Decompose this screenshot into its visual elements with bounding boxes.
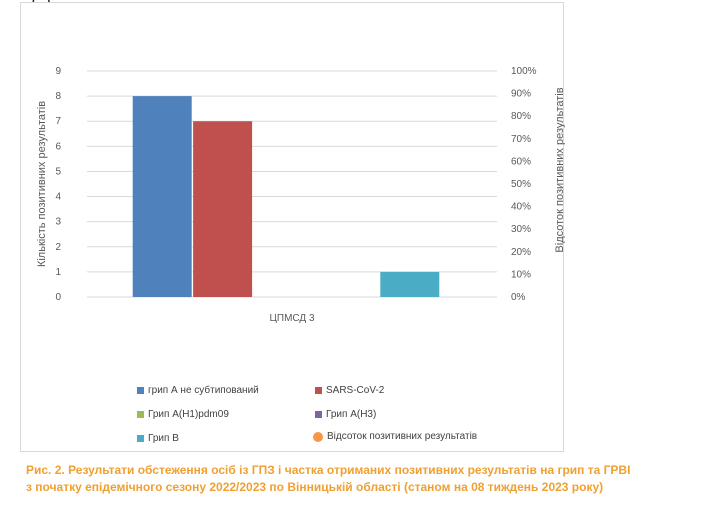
y2-tick-label: 0% bbox=[511, 292, 526, 303]
legend-item-flu-h1pdm09: Грип A(H1)pdm09 bbox=[137, 409, 229, 420]
bar-0 bbox=[132, 96, 192, 297]
y2-tick-label: 100% bbox=[511, 66, 537, 77]
y-tick-label: 0 bbox=[55, 292, 61, 303]
bar-1 bbox=[193, 121, 253, 297]
legend-swatch bbox=[137, 435, 144, 442]
caption-line-1: Рис. 2. Результати обстеження осіб із ГП… bbox=[26, 463, 631, 477]
y2-tick-label: 80% bbox=[511, 111, 531, 122]
legend-label: Грип A(H3) bbox=[326, 409, 377, 420]
bar-4 bbox=[380, 271, 440, 297]
y-tick-label: 4 bbox=[55, 192, 61, 203]
y2-tick-label: 40% bbox=[511, 202, 531, 213]
y-tick-label: 5 bbox=[55, 166, 61, 177]
y2-tick-label: 20% bbox=[511, 247, 531, 258]
legend-swatch bbox=[137, 387, 144, 394]
y2-axis-title: Відсоток позитивних результатів bbox=[554, 87, 565, 252]
legend-item-flu-b: Грип B bbox=[137, 433, 179, 444]
legend-label: грип А не субтипований bbox=[148, 385, 259, 396]
y2-tick-label: 90% bbox=[511, 89, 531, 100]
legend-item-sars-cov-2: SARS-CoV-2 bbox=[315, 385, 384, 396]
legend-label: Грип B bbox=[148, 433, 179, 444]
x-category-label: ЦПМСД 3 bbox=[269, 313, 314, 324]
legend-swatch bbox=[315, 387, 322, 394]
y2-tick-label: 50% bbox=[511, 179, 531, 190]
legend-label: Грип A(H1)pdm09 bbox=[148, 409, 229, 420]
y-tick-label: 8 bbox=[55, 91, 61, 102]
figure-caption: Рис. 2. Результати обстеження осіб із ГП… bbox=[26, 462, 706, 496]
y-tick-label: 1 bbox=[55, 267, 61, 278]
legend-item-positive-percent: Відсоток позитивних результатів bbox=[313, 431, 477, 442]
legend-swatch bbox=[315, 411, 322, 418]
caption-line-2: з початку епідемічного сезону 2022/2023 … bbox=[26, 480, 604, 494]
legend-label: SARS-CoV-2 bbox=[326, 385, 385, 396]
chart-frame: 0 1 2 3 4 5 6 7 8 9 0% 10% 20% 30% 40% 50% 60% 70% 80% 90% 1… bbox=[20, 2, 565, 452]
y-tick-label: 6 bbox=[55, 141, 61, 152]
y2-tick-label: 70% bbox=[511, 134, 531, 145]
legend-swatch bbox=[137, 411, 144, 418]
y-axis-title: Кількість позитивних результатів bbox=[36, 101, 48, 267]
y2-tick-label: 10% bbox=[511, 269, 531, 280]
legend-marker-circle-icon bbox=[313, 431, 323, 442]
legend-item-flu-a-unsubtyped: грип А не субтипований bbox=[137, 385, 259, 396]
y2-tick-label: 60% bbox=[511, 156, 531, 167]
y-tick-label: 2 bbox=[55, 242, 61, 253]
y2-tick-label: 30% bbox=[511, 224, 531, 235]
legend-item-flu-h3: Грип A(H3) bbox=[315, 409, 376, 420]
y-tick-label: 3 bbox=[55, 217, 61, 228]
y-tick-label: 7 bbox=[55, 116, 61, 127]
legend-label: Відсоток позитивних результатів bbox=[327, 431, 478, 442]
chart-plot: 01234567890%10%20%30%40%50%60%70%80%90%1… bbox=[36, 66, 565, 324]
y-tick-label: 9 bbox=[55, 66, 61, 77]
